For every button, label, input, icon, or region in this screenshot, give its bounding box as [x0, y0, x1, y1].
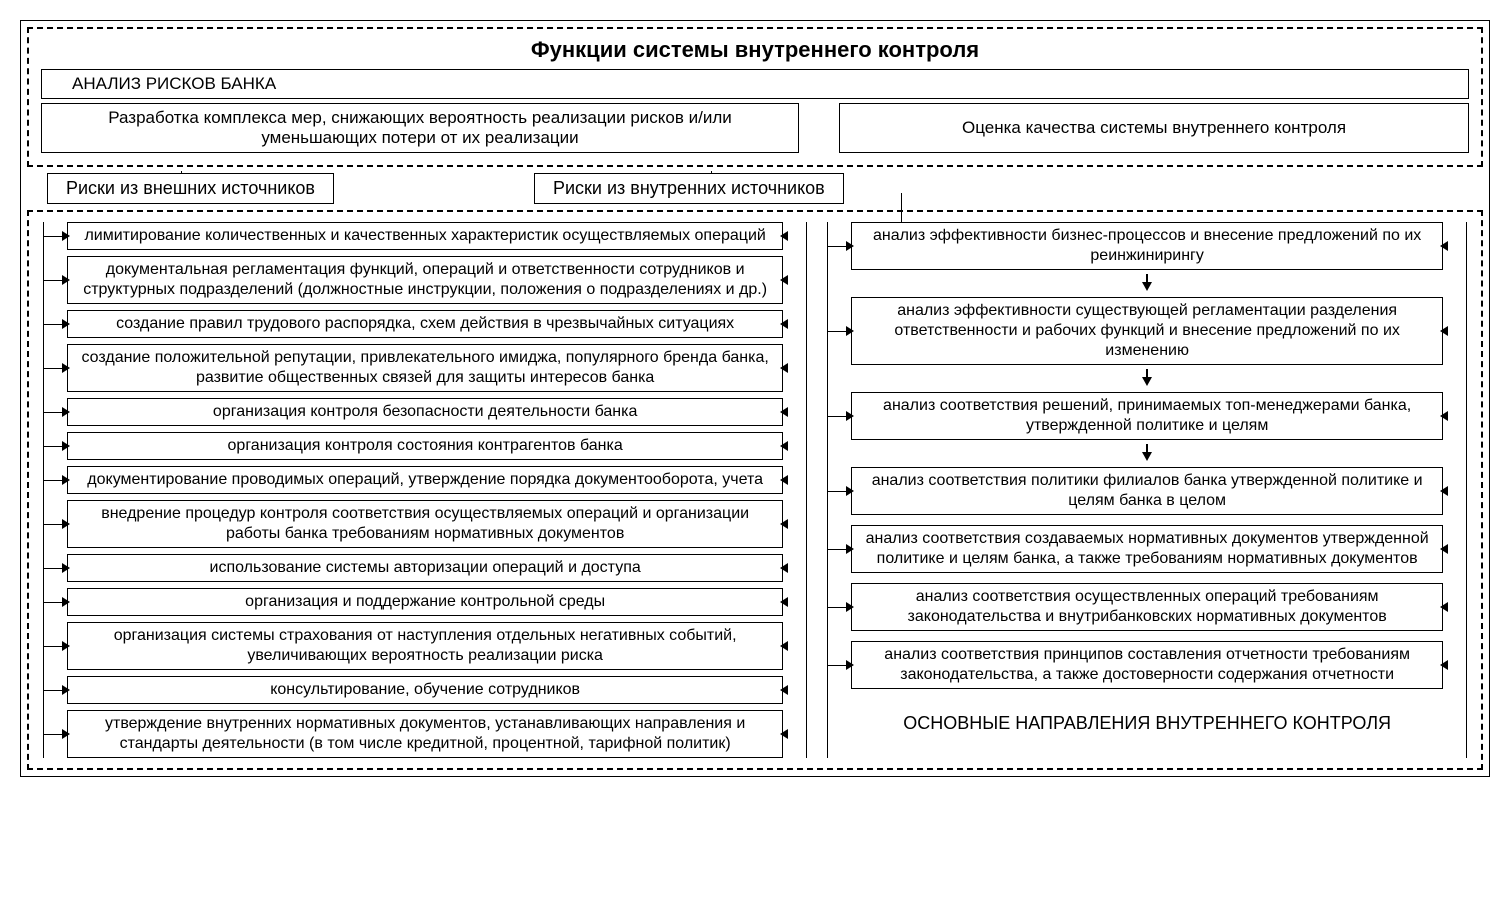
left-item: лимитирование количественных и качествен…	[67, 222, 783, 250]
down-arrow-icon	[1142, 377, 1152, 386]
left-item: организация контроля безопасности деятел…	[67, 398, 783, 426]
left-item: создание правил трудового распорядка, сх…	[67, 310, 783, 338]
diagram-outer: Функции системы внутреннего контроля АНА…	[20, 20, 1490, 777]
right-item: анализ соответствия принципов составлени…	[851, 641, 1443, 689]
right-column: анализ эффективности бизнес-процессов и …	[823, 222, 1471, 758]
left-bus-line	[43, 222, 44, 758]
left-item: консультирование, обучение сотрудников	[67, 676, 783, 704]
left-column: лимитирование количественных и качествен…	[39, 222, 811, 758]
mid-box-internal: Риски из внутренних источников	[534, 173, 844, 204]
right-item: анализ соответствия создаваемых норматив…	[851, 525, 1443, 573]
right-bus-left-line	[827, 222, 828, 758]
left-item: создание положительной репутации, привле…	[67, 344, 783, 392]
right-item: анализ эффективности существующей реглам…	[851, 297, 1443, 365]
right-item: анализ соответствия осуществленных опера…	[851, 583, 1443, 631]
left-item: организация контроля состояния контраген…	[67, 432, 783, 460]
left-item: утверждение внутренних нормативных докум…	[67, 710, 783, 758]
header-right-box: Оценка качества системы внутреннего конт…	[839, 103, 1469, 153]
left-bus-right-line	[806, 222, 807, 758]
diagram-title: Функции системы внутреннего контроля	[41, 37, 1469, 63]
mid-box-external: Риски из внешних источников	[47, 173, 334, 204]
left-item: документальная регламентация функций, оп…	[67, 256, 783, 304]
right-item: анализ соответствия решений, принимаемых…	[851, 392, 1443, 440]
left-item: организация системы страхования от насту…	[67, 622, 783, 670]
down-arrow-icon	[1142, 282, 1152, 291]
down-arrow-icon	[1142, 452, 1152, 461]
left-item: документирование проводимых операций, ут…	[67, 466, 783, 494]
left-item: внедрение процедур контроля соответствия…	[67, 500, 783, 548]
body-panel: лимитирование количественных и качествен…	[27, 210, 1483, 770]
left-item: использование системы авторизации операц…	[67, 554, 783, 582]
right-bus-line	[1466, 222, 1467, 758]
mid-row: Риски из внешних источников Риски из вну…	[27, 173, 1483, 204]
header-left-box: Разработка комплекса мер, снижающих веро…	[41, 103, 799, 153]
right-item: анализ соответствия политики филиалов ба…	[851, 467, 1443, 515]
right-item: анализ эффективности бизнес-процессов и …	[851, 222, 1443, 270]
left-item: организация и поддержание контрольной ср…	[67, 588, 783, 616]
footer-label: ОСНОВНЫЕ НАПРАВЛЕНИЯ ВНУТРЕННЕГО КОНТРОЛ…	[851, 713, 1443, 734]
header-panel: Функции системы внутреннего контроля АНА…	[27, 27, 1483, 167]
header-row2: Разработка комплекса мер, снижающих веро…	[41, 103, 1469, 153]
header-sub1: АНАЛИЗ РИСКОВ БАНКА	[41, 69, 1469, 99]
